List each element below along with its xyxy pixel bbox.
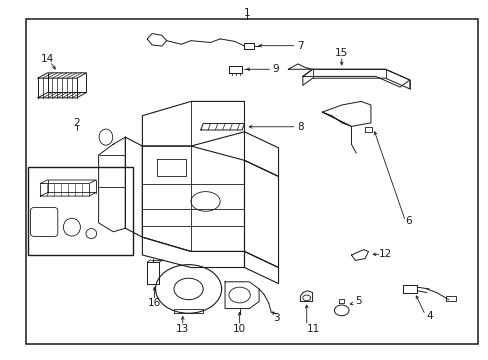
Text: 13: 13	[176, 324, 189, 334]
Text: 5: 5	[355, 296, 361, 306]
Text: 1: 1	[243, 8, 250, 18]
Text: 12: 12	[378, 249, 391, 259]
Text: 3: 3	[272, 312, 279, 323]
Text: 11: 11	[306, 324, 320, 334]
Text: 6: 6	[405, 216, 411, 226]
Bar	[28, 167, 132, 255]
Text: 16: 16	[148, 298, 161, 308]
Text: 2: 2	[73, 118, 80, 128]
Text: 15: 15	[334, 48, 347, 58]
Text: 7: 7	[297, 41, 303, 51]
Text: 10: 10	[233, 324, 245, 334]
Text: 9: 9	[272, 64, 279, 74]
Text: 4: 4	[425, 311, 432, 321]
Text: 14: 14	[41, 54, 54, 64]
Text: 8: 8	[297, 122, 303, 132]
